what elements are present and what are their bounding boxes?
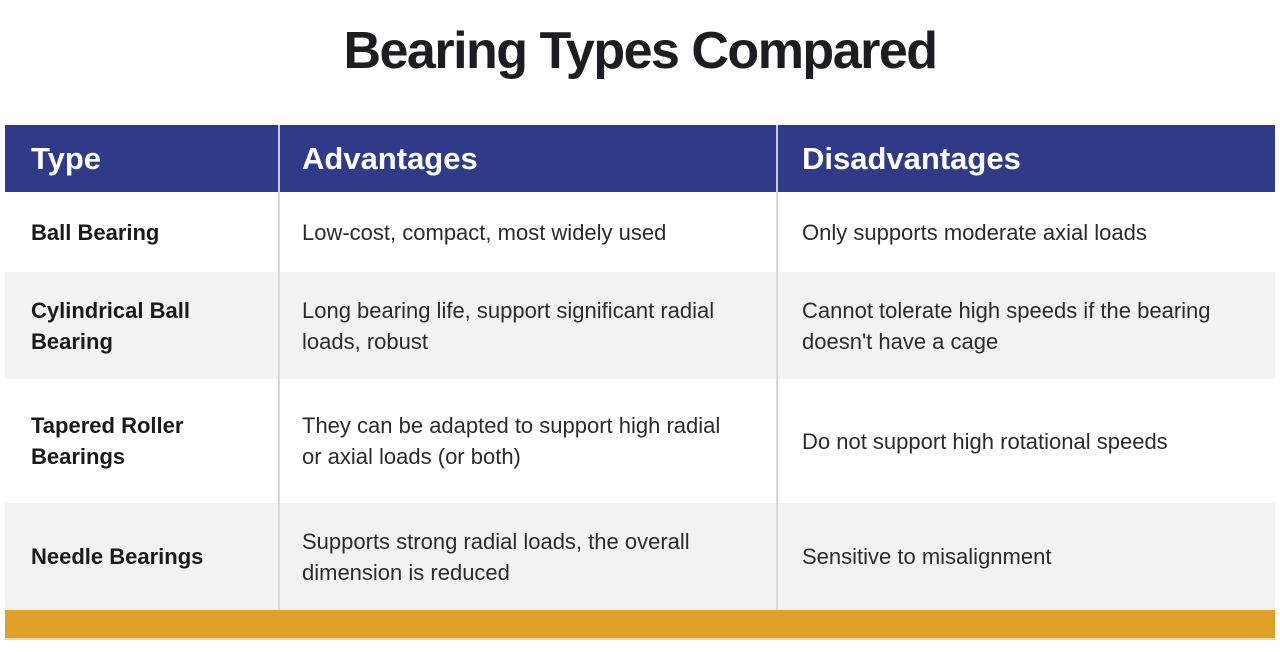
disadvantages-text: Sensitive to misalignment — [802, 544, 1052, 569]
type-label: Needle Bearings — [31, 544, 204, 569]
advantages-text: Low-cost, compact, most widely used — [302, 219, 667, 245]
cell-type: Ball Bearing — [5, 192, 278, 272]
table-row-ball-bearing: Ball Bearing Low-cost, compact, most wid… — [5, 192, 1275, 272]
disadvantages-text: Do not support high rotational speeds — [802, 428, 1168, 454]
disadvantages-text: Only supports moderate axial loads — [802, 219, 1147, 245]
cell-type: Needle Bearings — [5, 503, 278, 610]
cell-advantages: Long bearing life, support significant r… — [278, 272, 776, 379]
disadvantages-text: Cannot tolerate high speeds if the beari… — [802, 297, 1211, 354]
type-label: Ball Bearing — [31, 219, 160, 245]
header-label-disadvantages: Disadvantages — [802, 141, 1021, 176]
type-label: Tapered Roller Bearings — [31, 413, 184, 469]
accent-bar — [5, 610, 1275, 640]
header-cell-type: Type — [5, 125, 278, 192]
advantages-text: Supports strong radial loads, the overal… — [302, 528, 690, 585]
header-cell-disadvantages: Disadvantages — [776, 125, 1275, 192]
table-header-row: Type Advantages Disadvantages — [5, 125, 1275, 192]
cell-disadvantages: Sensitive to misalignment — [776, 503, 1275, 610]
header-cell-advantages: Advantages — [278, 125, 776, 192]
table-row-cylindrical-ball-bearing: Cylindrical Ball Bearing Long bearing li… — [5, 272, 1275, 379]
header-label-type: Type — [31, 141, 102, 176]
table-row-tapered-roller-bearings: Tapered Roller Bearings They can be adap… — [5, 379, 1275, 503]
cell-disadvantages: Only supports moderate axial loads — [776, 192, 1275, 272]
page-title: Bearing Types Compared — [343, 22, 938, 80]
header-label-advantages: Advantages — [302, 141, 478, 176]
cell-advantages: Supports strong radial loads, the overal… — [278, 503, 776, 610]
type-label: Cylindrical Ball Bearing — [31, 297, 190, 354]
cell-disadvantages: Do not support high rotational speeds — [776, 379, 1275, 503]
comparison-table: Type Advantages Disadvantages Ball Beari… — [5, 125, 1275, 610]
cell-type: Tapered Roller Bearings — [5, 379, 278, 503]
cell-type: Cylindrical Ball Bearing — [5, 272, 278, 379]
cell-advantages: They can be adapted to support high radi… — [278, 379, 776, 503]
advantages-text: They can be adapted to support high radi… — [302, 413, 721, 469]
cell-advantages: Low-cost, compact, most widely used — [278, 192, 776, 272]
table-row-needle-bearings: Needle Bearings Supports strong radial l… — [5, 503, 1275, 610]
advantages-text: Long bearing life, support significant r… — [302, 297, 715, 354]
cell-disadvantages: Cannot tolerate high speeds if the beari… — [776, 272, 1275, 379]
